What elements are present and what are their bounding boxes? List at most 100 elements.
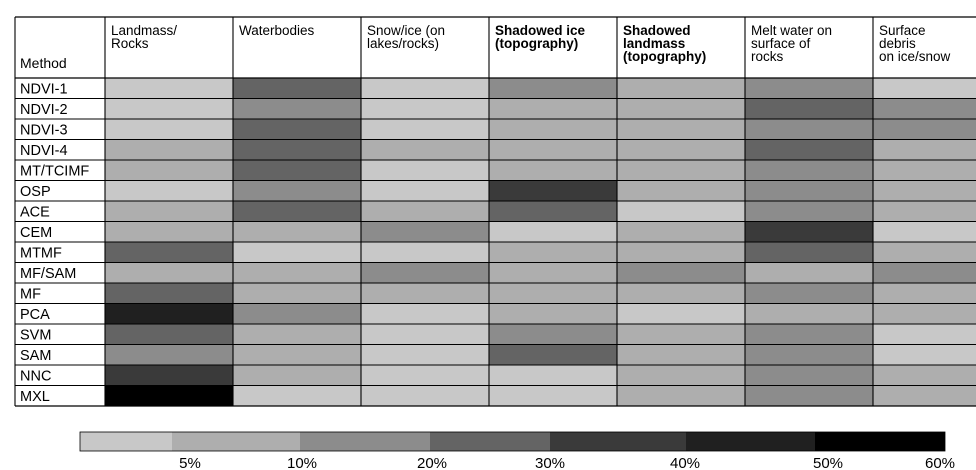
heatmap-cell-3-4 [617,139,745,160]
heatmap-cell-11-6 [873,303,976,324]
heatmap-cell-10-0 [105,283,233,304]
heatmap-cell-7-6 [873,221,976,242]
column-header-3-line-0: Shadowed ice [495,23,586,38]
heatmap-cell-10-3 [489,283,617,304]
legend-tick-3: 30% [535,455,565,470]
heatmap-cell-14-3 [489,365,617,386]
row-label-14: NNC [20,369,51,385]
row-label-3: NDVI-4 [20,143,68,159]
legend-swatch-5 [686,432,815,451]
heatmap-cell-7-4 [617,221,745,242]
heatmap-cell-10-4 [617,283,745,304]
heatmap-cell-9-1 [233,262,361,283]
heatmap-cell-15-6 [873,385,976,406]
heatmap-cell-4-2 [361,160,489,181]
heatmap-cell-9-3 [489,262,617,283]
legend-tick-0: 5% [179,455,201,470]
heatmap-cell-2-3 [489,119,617,140]
legend-swatch-3 [430,432,550,451]
heatmap-cell-7-2 [361,221,489,242]
heatmap-cell-5-0 [105,180,233,201]
row-label-2: NDVI-3 [20,123,68,139]
heatmap-cell-14-5 [745,365,873,386]
row-label-6: ACE [20,205,50,221]
row-label-4: MT/TCIMF [20,164,89,180]
legend-tick-2: 20% [417,455,447,470]
heatmap-cell-14-2 [361,365,489,386]
column-header-6-line-0: Surface [879,23,926,38]
heatmap-cell-13-6 [873,344,976,365]
heatmap-cell-15-5 [745,385,873,406]
heatmap-cell-14-0 [105,365,233,386]
row-label-12: SVM [20,328,51,344]
heatmap-cell-7-5 [745,221,873,242]
heatmap-cell-4-5 [745,160,873,181]
heatmap-cell-0-6 [873,78,976,99]
heatmap-cell-11-5 [745,303,873,324]
heatmap-cell-5-3 [489,180,617,201]
heatmap-cell-1-5 [745,98,873,119]
heatmap-cell-7-3 [489,221,617,242]
heatmap-cell-0-1 [233,78,361,99]
heatmap-cell-6-1 [233,201,361,222]
heatmap-cell-4-6 [873,160,976,181]
row-label-9: MF/SAM [20,266,76,282]
heatmap-cell-8-1 [233,242,361,263]
row-label-5: OSP [20,184,51,200]
heatmap-cell-2-4 [617,119,745,140]
column-header-6-line-2: on ice/snow [879,49,951,64]
heatmap-cell-8-6 [873,242,976,263]
heatmap-cell-0-2 [361,78,489,99]
heatmap-cell-7-1 [233,221,361,242]
heatmap-cell-13-1 [233,344,361,365]
column-header-3-line-1: (topography) [495,36,578,51]
column-header-5-line-0: Melt water on [751,23,832,38]
heatmap-cell-5-4 [617,180,745,201]
legend-swatch-4 [550,432,686,451]
column-header-5-line-1: surface of [751,36,811,51]
heatmap-cell-13-3 [489,344,617,365]
column-header-0-line-0: Landmass/ [111,23,177,38]
heatmap-cell-8-3 [489,242,617,263]
heatmap-cell-13-0 [105,344,233,365]
heatmap-cell-1-6 [873,98,976,119]
heatmap-cell-6-5 [745,201,873,222]
legend-tick-5: 50% [813,455,843,470]
row-label-7: CEM [20,225,52,241]
heatmap-cell-3-6 [873,139,976,160]
heatmap-cell-12-6 [873,324,976,345]
heatmap-cell-1-4 [617,98,745,119]
heatmap-cell-11-3 [489,303,617,324]
row-header-method: Method [20,55,67,71]
heatmap-cell-12-0 [105,324,233,345]
heatmap-cell-15-1 [233,385,361,406]
heatmap-cell-5-2 [361,180,489,201]
heatmap-cell-10-1 [233,283,361,304]
heatmap-cell-4-1 [233,160,361,181]
row-label-13: SAM [20,348,51,364]
heatmap-cell-9-4 [617,262,745,283]
heatmap-cell-4-0 [105,160,233,181]
heatmap-cell-5-6 [873,180,976,201]
row-label-11: PCA [20,307,50,323]
heatmap-cell-2-0 [105,119,233,140]
heatmap-cell-2-2 [361,119,489,140]
column-header-5-line-2: rocks [751,49,784,64]
heatmap-cell-1-1 [233,98,361,119]
column-header-0-line-1: Rocks [111,36,149,51]
heatmap-cell-2-1 [233,119,361,140]
heatmap-cell-3-1 [233,139,361,160]
heatmap-cell-6-4 [617,201,745,222]
heatmap-cell-6-0 [105,201,233,222]
legend-swatch-2 [300,432,430,451]
heatmap-cell-11-4 [617,303,745,324]
heatmap-cell-11-1 [233,303,361,324]
heatmap-cell-1-0 [105,98,233,119]
heatmap-cell-15-0 [105,385,233,406]
heatmap-cell-5-5 [745,180,873,201]
row-label-10: MF [20,287,41,303]
heatmap-cell-6-2 [361,201,489,222]
heatmap-cell-14-6 [873,365,976,386]
heatmap-cell-12-5 [745,324,873,345]
heatmap-cell-10-5 [745,283,873,304]
